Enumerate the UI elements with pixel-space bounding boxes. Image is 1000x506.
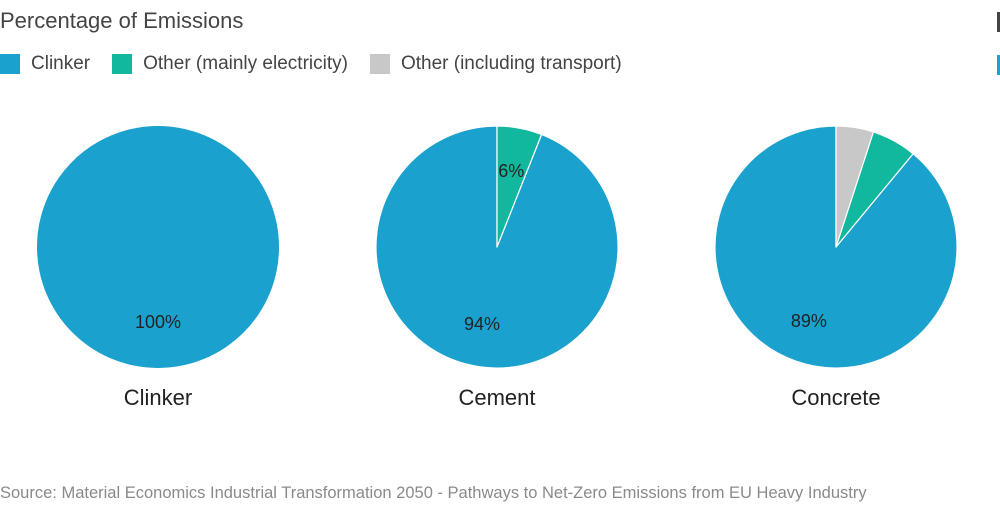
chart-legend: Clinker Other (mainly electricity) Other… [0, 53, 644, 75]
source-note: Source: Material Economics Industrial Tr… [0, 484, 867, 502]
slice-label-cement-0: 94% [464, 314, 500, 334]
legend-swatch-electricity [112, 54, 133, 74]
pie-caption-clinker: Clinker [124, 385, 192, 410]
pie-caption-concrete: Concrete [791, 385, 880, 410]
pie-concrete: 89% Concrete [714, 125, 958, 410]
slice-label-concrete-0: 89% [791, 311, 827, 331]
pie-slice-cement-other-mainly-electricity [496, 125, 543, 248]
legend-item-clinker: Clinker [0, 53, 90, 75]
legend-label-clinker: Clinker [31, 53, 91, 74]
adjacent-legend-swatch-fragment [997, 55, 1000, 75]
legend-label-electricity: Other (mainly electricity) [143, 53, 348, 74]
pie-clinker: 100% Clinker [37, 126, 279, 410]
legend-label-transport: Other (including transport) [400, 53, 622, 74]
pie-slice-clinker-clinker [37, 126, 279, 368]
legend-swatch-transport [369, 54, 390, 74]
legend-item-transport: Other (including transport) [369, 53, 622, 75]
chart-title: Percentage of Emissions [0, 8, 244, 33]
legend-item-electricity: Other (mainly electricity) [112, 53, 348, 75]
legend-swatch-clinker [0, 54, 20, 74]
slice-label-cement-1: 6% [498, 161, 524, 181]
adjacent-title-fragment [997, 12, 1000, 32]
pie-caption-cement: Cement [458, 385, 535, 410]
slice-label-clinker-0: 100% [135, 312, 181, 332]
pie-cement: 94% 6% Cement [375, 125, 619, 410]
pie-slice-concrete-other-including-transport [835, 125, 874, 248]
